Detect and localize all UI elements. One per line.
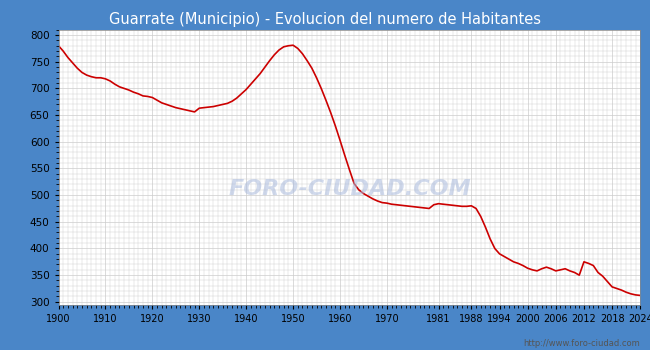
Text: FORO-CIUDAD.COM: FORO-CIUDAD.COM [228, 179, 471, 199]
Text: http://www.foro-ciudad.com: http://www.foro-ciudad.com [523, 339, 640, 348]
Text: Guarrate (Municipio) - Evolucion del numero de Habitantes: Guarrate (Municipio) - Evolucion del num… [109, 12, 541, 27]
